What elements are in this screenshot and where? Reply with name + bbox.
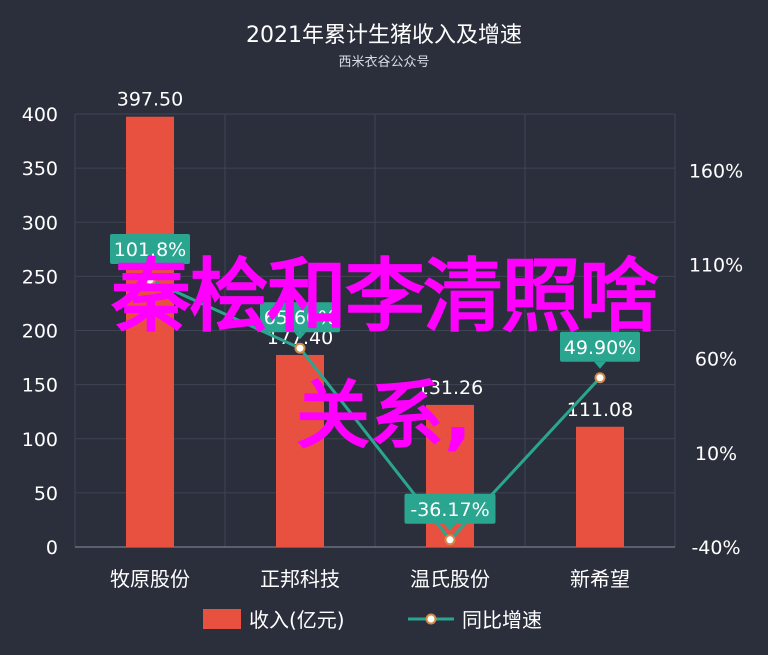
bar-value-label: 131.26 — [417, 377, 483, 399]
x-tick-label: 温氏股份 — [410, 567, 490, 591]
y-left-tick-label: 400 — [22, 104, 58, 126]
line-value-badge — [560, 331, 640, 362]
x-tick-label: 正邦科技 — [260, 567, 340, 591]
line-point — [294, 342, 306, 354]
bar-value-label: 111.08 — [567, 399, 633, 421]
line-series: 101.8% 65.60% -36.17% 49.90% — [110, 234, 640, 546]
line-value-badge — [404, 493, 496, 524]
legend: 收入(亿元) 同比增速 — [203, 608, 542, 632]
y-right-tick-label: 10% — [695, 443, 737, 465]
line-value-badge — [260, 302, 340, 333]
line-value-label: 49.90% — [564, 337, 636, 359]
badge-pointer — [144, 264, 156, 272]
y-right-tick-label: 60% — [695, 349, 737, 371]
bar — [576, 426, 624, 547]
bar-value-label: 397.50 — [117, 89, 183, 111]
x-tick-label: 新希望 — [570, 567, 630, 591]
line-point — [144, 274, 156, 286]
y-right-tick-label: -40% — [691, 537, 740, 559]
legend-swatch-bar — [203, 609, 241, 629]
y-left-tick-label: 50 — [34, 483, 58, 505]
legend-label-line: 同比增速 — [462, 608, 542, 632]
x-axis: 牧原股份 正邦科技 温氏股份 新希望 — [110, 567, 630, 591]
legend-label-bar: 收入(亿元) — [249, 608, 345, 632]
chart-subtitle: 西米衣谷公众号 — [338, 54, 429, 70]
badge-pointer — [594, 361, 606, 369]
line-value-label: 101.8% — [114, 239, 186, 261]
y-left-tick-label: 100 — [22, 429, 58, 451]
y-axis-right: -40% 10% 60% 110% 160% — [689, 160, 743, 559]
y-left-tick-label: 200 — [22, 321, 58, 343]
line-value-label: 65.60% — [264, 307, 336, 329]
grid-lines — [74, 113, 676, 548]
line-value-label: -36.17% — [410, 499, 489, 521]
y-left-tick-label: 0 — [46, 537, 58, 559]
y-right-tick-label: 160% — [689, 160, 743, 182]
line-point — [444, 534, 456, 546]
chart-title: 2021年累计生猪收入及增速 — [246, 23, 522, 48]
y-left-tick-label: 150 — [22, 375, 58, 397]
growth-line — [149, 278, 602, 543]
x-tick-label: 牧原股份 — [110, 567, 190, 591]
y-axis-left: 0 50 100 150 200 250 300 350 400 — [22, 104, 58, 559]
legend-swatch-marker — [425, 613, 437, 625]
badge-pointer — [444, 523, 456, 531]
y-right-tick-label: 110% — [689, 255, 743, 277]
line-point — [594, 372, 606, 384]
bar — [276, 354, 324, 547]
y-left-tick-label: 300 — [22, 212, 58, 234]
y-left-tick-label: 350 — [22, 158, 58, 180]
line-value-badge — [110, 234, 190, 265]
bar — [126, 116, 174, 548]
badge-pointer — [294, 332, 306, 340]
y-left-tick-label: 250 — [22, 266, 58, 288]
